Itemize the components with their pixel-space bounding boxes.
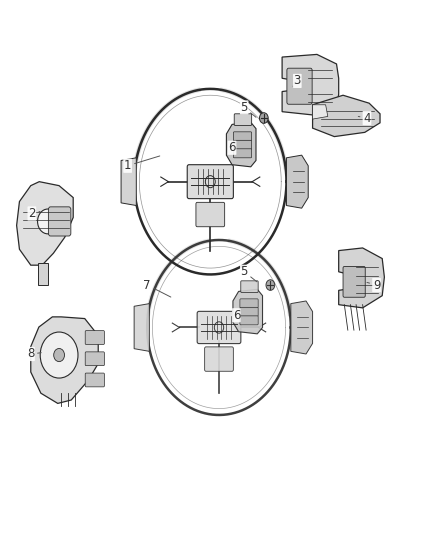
- FancyBboxPatch shape: [240, 308, 258, 317]
- Text: 3: 3: [293, 75, 301, 87]
- FancyBboxPatch shape: [233, 149, 252, 158]
- Circle shape: [38, 209, 58, 234]
- Text: 6: 6: [233, 309, 240, 322]
- Circle shape: [54, 349, 64, 361]
- Polygon shape: [233, 289, 262, 334]
- Polygon shape: [38, 263, 48, 285]
- Polygon shape: [121, 158, 136, 206]
- Text: 9: 9: [367, 279, 380, 292]
- Text: 5: 5: [240, 265, 257, 282]
- FancyBboxPatch shape: [233, 140, 252, 149]
- Circle shape: [259, 113, 268, 123]
- Text: 7: 7: [143, 279, 171, 297]
- Text: 4: 4: [358, 111, 371, 125]
- Polygon shape: [31, 317, 98, 403]
- FancyBboxPatch shape: [343, 266, 365, 297]
- FancyBboxPatch shape: [85, 352, 104, 366]
- FancyBboxPatch shape: [48, 207, 71, 236]
- FancyBboxPatch shape: [196, 203, 225, 227]
- Polygon shape: [313, 105, 328, 119]
- Polygon shape: [339, 248, 385, 308]
- FancyBboxPatch shape: [241, 281, 258, 293]
- FancyBboxPatch shape: [240, 316, 258, 325]
- Polygon shape: [17, 182, 73, 265]
- Polygon shape: [286, 155, 308, 208]
- Text: 2: 2: [28, 207, 40, 220]
- FancyBboxPatch shape: [240, 299, 258, 308]
- FancyBboxPatch shape: [197, 311, 241, 344]
- Circle shape: [266, 280, 275, 290]
- Polygon shape: [134, 304, 149, 351]
- FancyBboxPatch shape: [85, 373, 104, 387]
- Text: 5: 5: [240, 101, 256, 117]
- Text: 6: 6: [228, 141, 236, 154]
- Polygon shape: [282, 54, 339, 115]
- Text: 1: 1: [124, 156, 160, 172]
- Circle shape: [40, 332, 78, 378]
- Text: 8: 8: [27, 348, 41, 360]
- FancyBboxPatch shape: [85, 330, 104, 344]
- FancyBboxPatch shape: [234, 114, 252, 125]
- Polygon shape: [313, 95, 380, 136]
- Polygon shape: [226, 122, 256, 167]
- Polygon shape: [291, 301, 313, 354]
- FancyBboxPatch shape: [287, 68, 312, 104]
- FancyBboxPatch shape: [205, 347, 233, 372]
- FancyBboxPatch shape: [233, 132, 252, 141]
- FancyBboxPatch shape: [187, 165, 233, 199]
